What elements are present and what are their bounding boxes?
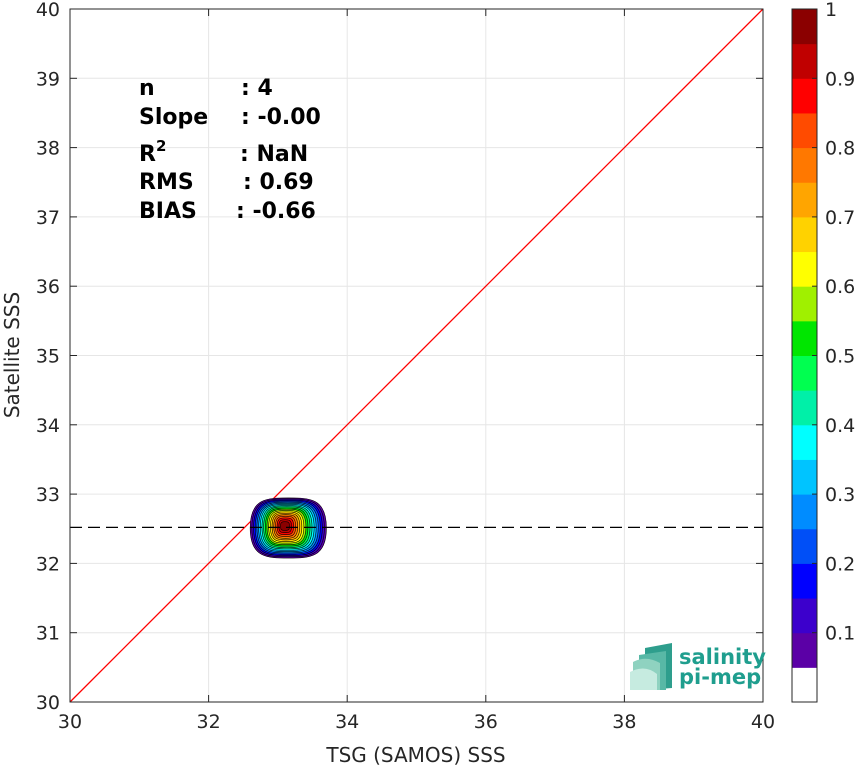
colorbar-tick-label: 0.7: [825, 207, 855, 229]
y-tick-label: 33: [36, 484, 60, 506]
colorbar-swatch: [792, 459, 817, 495]
logo-waves-icon: [630, 643, 672, 690]
colorbar-tick-label: 0.6: [825, 276, 855, 298]
colorbar-tick-label: 0.4: [825, 415, 855, 437]
stat-label: R2: [139, 137, 166, 167]
stat-label: n: [139, 76, 155, 101]
colorbar-swatch: [792, 563, 817, 599]
colorbar-tick-label: 0.3: [825, 484, 855, 506]
colorbar-tick-label: 0.8: [825, 138, 855, 160]
colorbar-tick-label: 0.2: [825, 553, 855, 575]
x-tick-label: 34: [335, 711, 359, 733]
x-tick-label: 40: [751, 711, 775, 733]
x-tick-label: 30: [58, 711, 82, 733]
salinity-pi-mep-logo: salinity pi-mep: [630, 643, 766, 690]
y-tick-label: 32: [36, 553, 60, 575]
stat-value: : 4: [241, 76, 273, 101]
stat-label: RMS: [139, 170, 194, 195]
x-axis-ticks: 30 32 34 36 38 40: [58, 9, 775, 733]
y-tick-label: 34: [36, 415, 60, 437]
x-axis-label: TSG (SAMOS) SSS: [325, 743, 505, 767]
y-tick-label: 40: [36, 0, 60, 21]
identity-line-path: [69, 8, 764, 703]
colorbar-swatch: [792, 43, 817, 79]
colorbar-swatch: [792, 632, 817, 668]
colorbar-swatch: [792, 494, 817, 530]
y-tick-label: 31: [36, 623, 60, 645]
colorbar-swatch: [792, 598, 817, 634]
colorbar-swatch: [792, 147, 817, 183]
y-tick-label: 39: [36, 68, 60, 90]
stat-label: Slope: [139, 105, 208, 130]
y-axis-label: Satellite SSS: [0, 292, 24, 418]
stat-value: : -0.66: [236, 199, 316, 224]
colorbar-swatch: [792, 286, 817, 322]
colorbar-swatch: [792, 216, 817, 253]
logo-text-pi-mep: pi-mep: [679, 665, 761, 689]
colorbar-swatch: [792, 112, 817, 149]
stat-value: : -0.00: [241, 105, 321, 130]
colorbar-swatch: [792, 390, 817, 426]
identity-line: [69, 8, 764, 703]
x-tick-label: 36: [474, 711, 498, 733]
logo-text-salinity: salinity: [679, 645, 766, 669]
y-tick-label: 35: [36, 346, 60, 368]
colorbar-tick-label: 0.5: [825, 346, 855, 368]
y-tick-label: 37: [36, 207, 60, 229]
colorbar-swatch: [792, 182, 817, 218]
statistics-box: n : 4 Slope : -0.00 R2 : NaN RMS : 0.69 BIAS : -0…: [139, 76, 321, 224]
density-contour-level: [280, 521, 290, 531]
colorbar-swatch: [792, 667, 817, 703]
colorbar-swatch: [792, 78, 817, 114]
colorbar-tick-label: 0.1: [825, 623, 855, 645]
x-tick-label: 38: [612, 711, 636, 733]
stat-value: : 0.69: [243, 170, 314, 195]
colorbar-swatch: [792, 320, 817, 356]
y-tick-label: 36: [36, 276, 60, 298]
y-tick-label: 38: [36, 138, 60, 160]
y-tick-label: 30: [36, 692, 60, 714]
colorbar-swatch: [792, 251, 817, 287]
colorbar-swatch: [792, 9, 817, 45]
stat-value: : NaN: [240, 142, 308, 167]
colorbar-swatch: [792, 355, 817, 391]
y-axis-ticks: 30 31 32 33 34 35 36 37 38 39 40: [36, 0, 763, 714]
colorbar: [791, 8, 818, 703]
colorbar-swatch: [792, 424, 817, 460]
colorbar-tick-label: 0.9: [825, 68, 855, 90]
colorbar-tick-label: 1: [825, 0, 837, 21]
colorbar-ticks: 0.1 0.2 0.3 0.4 0.5 0.6 0.7 0.8 0.9 1: [812, 0, 855, 645]
stat-label: BIAS: [139, 199, 197, 224]
colorbar-swatch: [792, 528, 817, 564]
x-tick-label: 32: [197, 711, 221, 733]
